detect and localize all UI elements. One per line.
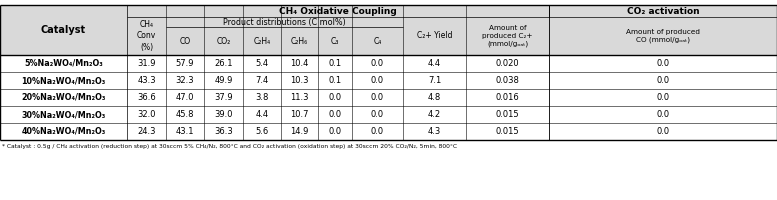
Text: C₂H₄: C₂H₄ — [253, 36, 270, 46]
Text: 0.1: 0.1 — [329, 59, 342, 68]
Text: 20%Na₂WO₄/Mn₂O₃: 20%Na₂WO₄/Mn₂O₃ — [21, 93, 106, 102]
Text: 24.3: 24.3 — [138, 127, 155, 136]
Text: C₂+ Yield: C₂+ Yield — [416, 31, 452, 40]
Text: 43.3: 43.3 — [138, 76, 156, 85]
Bar — [0, 89, 777, 106]
Text: CH₄
Conv
(%): CH₄ Conv (%) — [137, 20, 156, 52]
Text: 10.3: 10.3 — [291, 76, 308, 85]
Text: 0.0: 0.0 — [657, 59, 670, 68]
Text: 0.0: 0.0 — [657, 127, 670, 136]
Text: 0.1: 0.1 — [329, 76, 342, 85]
Text: 4.2: 4.2 — [428, 110, 441, 119]
Text: 32.0: 32.0 — [138, 110, 155, 119]
Text: 45.8: 45.8 — [176, 110, 194, 119]
Text: 0.0: 0.0 — [657, 110, 670, 119]
Text: C₂H₆: C₂H₆ — [291, 36, 308, 46]
Text: CO: CO — [179, 36, 190, 46]
Text: 4.3: 4.3 — [428, 127, 441, 136]
Text: 0.015: 0.015 — [496, 110, 519, 119]
Text: 0.038: 0.038 — [496, 76, 520, 85]
Text: 4.4: 4.4 — [428, 59, 441, 68]
Text: 10.7: 10.7 — [291, 110, 308, 119]
Text: Amount of
produced C₂+
(mmol/gₒₐₜ): Amount of produced C₂+ (mmol/gₒₐₜ) — [483, 25, 533, 47]
Text: 10%Na₂WO₄/Mn₂O₃: 10%Na₂WO₄/Mn₂O₃ — [22, 76, 106, 85]
Text: 0.0: 0.0 — [329, 127, 342, 136]
Text: 36.6: 36.6 — [137, 93, 156, 102]
Text: 0.0: 0.0 — [329, 110, 342, 119]
Text: 57.9: 57.9 — [176, 59, 194, 68]
Text: 7.1: 7.1 — [428, 76, 441, 85]
Text: C₃: C₃ — [331, 36, 340, 46]
Text: Catalyst: Catalyst — [41, 25, 86, 35]
Bar — [0, 55, 777, 72]
Bar — [0, 106, 777, 123]
Text: 0.020: 0.020 — [496, 59, 519, 68]
Text: 10.4: 10.4 — [291, 59, 308, 68]
Text: Product distributions (C mol%): Product distributions (C mol%) — [223, 18, 346, 26]
Text: 0.0: 0.0 — [657, 93, 670, 102]
Text: 0.0: 0.0 — [371, 127, 384, 136]
Text: * Catalyst : 0.5g / CH₄ activation (reduction step) at 30sccm 5% CH₄/N₂, 800°C a: * Catalyst : 0.5g / CH₄ activation (redu… — [2, 144, 457, 149]
Text: 0.0: 0.0 — [371, 110, 384, 119]
Text: 49.9: 49.9 — [214, 76, 232, 85]
Bar — [0, 123, 777, 140]
Text: 5.4: 5.4 — [256, 59, 269, 68]
Bar — [0, 5, 777, 55]
Text: 0.016: 0.016 — [496, 93, 519, 102]
Text: 11.3: 11.3 — [291, 93, 308, 102]
Text: 36.3: 36.3 — [214, 127, 233, 136]
Text: 0.0: 0.0 — [657, 76, 670, 85]
Text: 47.0: 47.0 — [176, 93, 194, 102]
Text: 31.9: 31.9 — [138, 59, 155, 68]
Text: 39.0: 39.0 — [214, 110, 233, 119]
Text: CO₂ activation: CO₂ activation — [627, 6, 699, 16]
Text: 30%Na₂WO₄/Mn₂O₃: 30%Na₂WO₄/Mn₂O₃ — [22, 110, 106, 119]
Text: 14.9: 14.9 — [291, 127, 308, 136]
Text: 0.0: 0.0 — [371, 76, 384, 85]
Text: 40%Na₂WO₄/Mn₂O₃: 40%Na₂WO₄/Mn₂O₃ — [22, 127, 106, 136]
Text: CO₂: CO₂ — [216, 36, 231, 46]
Text: 32.3: 32.3 — [176, 76, 194, 85]
Text: CH₄ Oxidative Coupling: CH₄ Oxidative Coupling — [279, 6, 397, 16]
Text: 4.4: 4.4 — [256, 110, 269, 119]
Text: 37.9: 37.9 — [214, 93, 233, 102]
Text: 5.6: 5.6 — [256, 127, 269, 136]
Text: 0.0: 0.0 — [371, 59, 384, 68]
Text: 0.015: 0.015 — [496, 127, 519, 136]
Text: 0.0: 0.0 — [371, 93, 384, 102]
Text: 7.4: 7.4 — [256, 76, 269, 85]
Text: 3.8: 3.8 — [256, 93, 269, 102]
Text: Amount of produced
CO (mmol/gₒₐₜ): Amount of produced CO (mmol/gₒₐₜ) — [626, 29, 700, 43]
Text: 26.1: 26.1 — [214, 59, 233, 68]
Bar — [0, 72, 777, 89]
Text: 5%Na₂WO₄/Mn₂O₃: 5%Na₂WO₄/Mn₂O₃ — [24, 59, 103, 68]
Text: 4.8: 4.8 — [428, 93, 441, 102]
Text: 43.1: 43.1 — [176, 127, 194, 136]
Text: 0.0: 0.0 — [329, 93, 342, 102]
Text: C₄: C₄ — [374, 36, 382, 46]
